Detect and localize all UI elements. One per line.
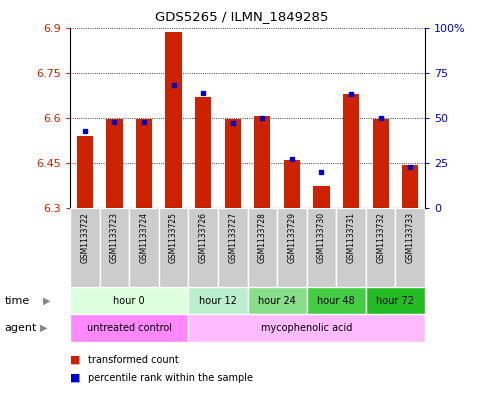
Text: GSM1133732: GSM1133732 xyxy=(376,212,385,263)
Bar xyxy=(254,116,270,208)
Text: GSM1133731: GSM1133731 xyxy=(347,212,355,263)
FancyBboxPatch shape xyxy=(159,208,188,287)
FancyBboxPatch shape xyxy=(366,208,396,287)
Text: GSM1133725: GSM1133725 xyxy=(169,212,178,263)
FancyBboxPatch shape xyxy=(336,208,366,287)
Text: ■: ■ xyxy=(70,373,81,383)
FancyBboxPatch shape xyxy=(277,208,307,287)
FancyBboxPatch shape xyxy=(307,208,336,287)
Bar xyxy=(225,119,241,208)
Text: GDS5265 / ILMN_1849285: GDS5265 / ILMN_1849285 xyxy=(155,10,328,23)
FancyBboxPatch shape xyxy=(307,287,366,314)
Bar xyxy=(284,160,300,208)
FancyBboxPatch shape xyxy=(129,208,159,287)
Text: agent: agent xyxy=(5,323,37,333)
Text: hour 48: hour 48 xyxy=(317,296,355,306)
FancyBboxPatch shape xyxy=(70,208,99,287)
FancyBboxPatch shape xyxy=(248,208,277,287)
FancyBboxPatch shape xyxy=(218,208,248,287)
Bar xyxy=(136,119,152,208)
FancyBboxPatch shape xyxy=(70,287,188,314)
Text: transformed count: transformed count xyxy=(88,354,179,365)
Text: hour 72: hour 72 xyxy=(376,296,414,306)
Bar xyxy=(195,97,211,208)
Bar xyxy=(313,185,329,208)
Text: ▶: ▶ xyxy=(43,296,50,306)
Text: GSM1133730: GSM1133730 xyxy=(317,212,326,263)
FancyBboxPatch shape xyxy=(99,208,129,287)
Text: time: time xyxy=(5,296,30,306)
FancyBboxPatch shape xyxy=(188,314,425,342)
Text: hour 24: hour 24 xyxy=(258,296,296,306)
Text: mycophenolic acid: mycophenolic acid xyxy=(261,323,353,333)
Text: ■: ■ xyxy=(70,354,81,365)
Text: hour 0: hour 0 xyxy=(114,296,145,306)
Bar xyxy=(402,165,418,208)
Text: GSM1133722: GSM1133722 xyxy=(80,212,89,263)
Text: GSM1133728: GSM1133728 xyxy=(258,212,267,263)
Text: hour 12: hour 12 xyxy=(199,296,237,306)
Text: GSM1133727: GSM1133727 xyxy=(228,212,237,263)
Text: ▶: ▶ xyxy=(40,323,47,333)
Bar xyxy=(343,94,359,208)
Bar xyxy=(166,32,182,208)
FancyBboxPatch shape xyxy=(248,287,307,314)
Text: percentile rank within the sample: percentile rank within the sample xyxy=(88,373,254,383)
FancyBboxPatch shape xyxy=(70,314,188,342)
Text: untreated control: untreated control xyxy=(87,323,171,333)
FancyBboxPatch shape xyxy=(188,287,248,314)
Bar xyxy=(372,119,389,208)
Text: GSM1133729: GSM1133729 xyxy=(287,212,297,263)
FancyBboxPatch shape xyxy=(366,287,425,314)
Text: GSM1133723: GSM1133723 xyxy=(110,212,119,263)
Text: GSM1133724: GSM1133724 xyxy=(140,212,148,263)
FancyBboxPatch shape xyxy=(188,208,218,287)
Text: GSM1133726: GSM1133726 xyxy=(199,212,208,263)
Bar xyxy=(77,136,93,208)
Text: GSM1133733: GSM1133733 xyxy=(406,212,415,263)
FancyBboxPatch shape xyxy=(396,208,425,287)
Bar xyxy=(106,119,123,208)
